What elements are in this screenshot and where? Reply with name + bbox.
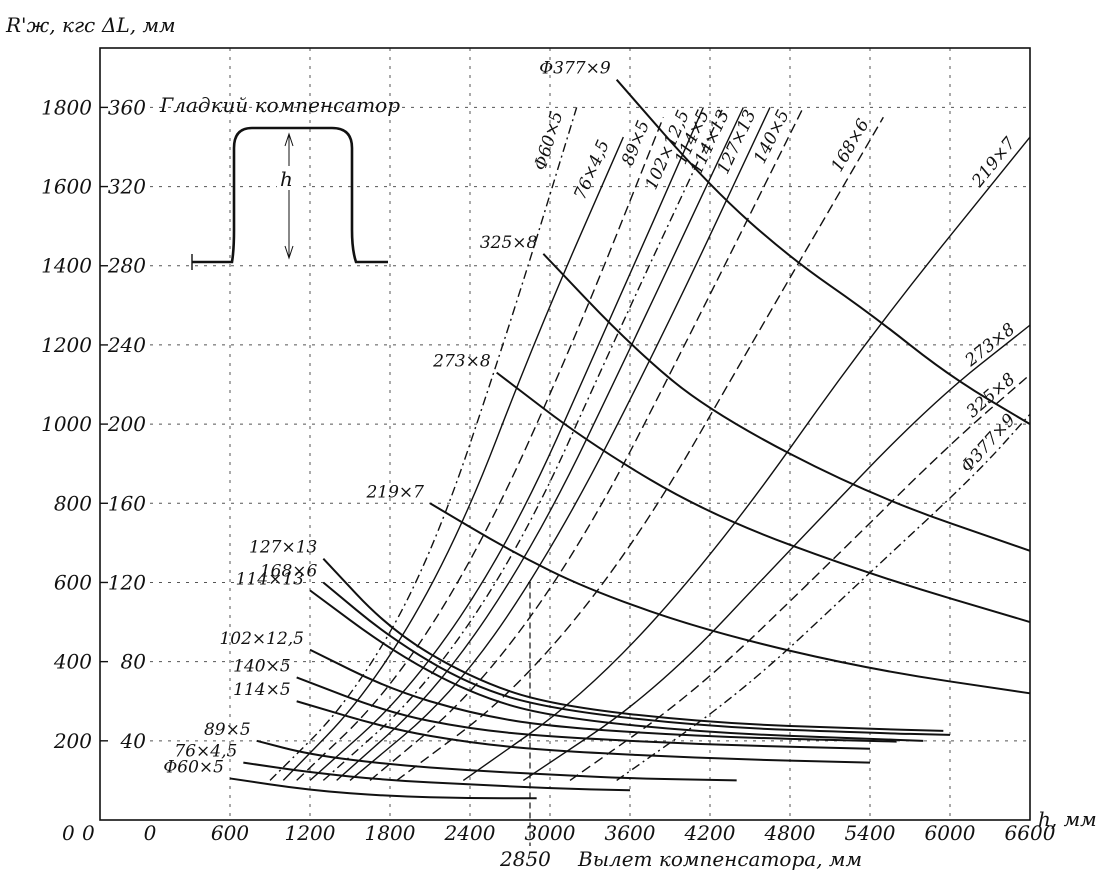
force-label-114-13: 114×13: [236, 569, 304, 589]
y-outer-tick-label: 1200: [41, 333, 92, 357]
y-axis-inner-title: ΔL, мм: [101, 13, 176, 37]
deltaL-curve-127-13: [349, 107, 771, 781]
force-curve-127-13: [322, 558, 944, 732]
x-axis-title: h, мм: [1038, 807, 1097, 831]
deltaL-curve-273-8: [522, 324, 1031, 781]
y-inner-zero: 0: [82, 821, 95, 845]
deltaL-curve-377-9: [616, 413, 1031, 781]
force-label-114-5: 114×5: [233, 680, 291, 700]
x-tick-label: 6000: [925, 821, 976, 845]
deltaL-label-325-8: 325×8: [963, 369, 1020, 422]
force-label-273-8: 273×8: [432, 352, 491, 372]
y-outer-tick-label: 1400: [41, 254, 92, 278]
force-curve-140-5: [296, 676, 871, 750]
y-outer-tick-label: 1800: [41, 95, 92, 119]
force-curve-114-13: [309, 589, 924, 742]
y-outer-tick-label: 600: [54, 570, 92, 594]
deltaL-label-89-5: 89×5: [618, 118, 654, 169]
plot-frame: [99, 47, 1031, 821]
force-label-168-6: 168×6: [260, 561, 318, 581]
inset-h-label: h: [280, 167, 293, 191]
force-curve-273-8: [496, 371, 1031, 624]
force-label-102-12-5: 102×12,5: [219, 629, 304, 649]
x-tick-label: 3600: [605, 821, 656, 845]
force-curve-89-5: [256, 739, 737, 782]
force-curve-325-8: [542, 253, 1031, 552]
x-tick-label: 5400: [845, 821, 896, 845]
y-inner-tick-label: 80: [121, 650, 147, 674]
y-inner-tick-label: 40: [120, 729, 147, 753]
x-marker-value: 2850: [499, 847, 551, 871]
deltaL-curve-140-5: [369, 107, 804, 781]
y-inner-tick-label: 120: [108, 570, 146, 594]
force-label-219-7: 219×7: [365, 482, 424, 502]
force-label-60-5: Φ60×5: [163, 757, 224, 777]
y-outer-zero: 0: [62, 821, 75, 845]
deltaL-curve-168-6: [396, 116, 884, 781]
chart-title: Гладкий компенсатор: [159, 93, 400, 117]
force-curve-168-6: [322, 581, 951, 736]
y-outer-tick-label: 400: [53, 650, 92, 674]
force-curve-102-12-5: [309, 648, 897, 743]
x-tick-label: 2400: [444, 821, 496, 845]
force-label-140-5: 140×5: [233, 656, 291, 676]
deltaL-label-76-4-5: 76×4,5: [570, 137, 614, 203]
x-tick-label: 0: [144, 821, 157, 845]
y-inner-tick-label: 240: [107, 333, 146, 357]
y-outer-tick-label: 1600: [41, 175, 92, 199]
y-outer-tick-label: 1000: [41, 412, 92, 436]
deltaL-curve-114-5: [322, 107, 724, 781]
x-axis-caption: Вылет компенсатора, мм: [577, 847, 862, 871]
y-inner-tick-label: 280: [107, 254, 146, 278]
force-curve-377-9: [615, 79, 1031, 425]
deltaL-curve-219-7: [462, 136, 1031, 781]
deltaL-label-377-9: Φ377×9: [957, 410, 1020, 477]
deltaL-label-219-7: 219×7: [968, 134, 1020, 192]
deltaL-curve-60-5: [269, 107, 578, 781]
force-curve-60-5: [229, 777, 537, 800]
y-inner-tick-label: 320: [108, 175, 146, 199]
deltaL-curve-102-12-5: [309, 107, 704, 781]
force-curve-219-7: [429, 502, 1031, 695]
inset-diagram: h: [191, 126, 388, 270]
x-tick-label: 1200: [285, 821, 336, 845]
force-label-89-5: 89×5: [204, 720, 251, 740]
x-tick-label: 1800: [365, 821, 416, 845]
force-label-127-13: 127×13: [249, 538, 317, 558]
y-inner-tick-label: 360: [108, 95, 146, 119]
x-tick-label: 3000: [525, 821, 576, 845]
y-inner-tick-label: 160: [108, 491, 146, 515]
force-curve-114-5: [296, 700, 871, 764]
force-label-76-4-5: 76×4,5: [174, 742, 237, 762]
y-axis-outer-title: R'ж, кгс: [5, 13, 95, 37]
deltaL-curve-76-4-5: [282, 136, 624, 781]
x-tick-label: 4200: [684, 821, 736, 845]
force-curve-76-4-5: [243, 761, 631, 792]
deltaL-curve-89-5: [296, 117, 664, 781]
force-label-325-8: 325×8: [480, 233, 538, 253]
x-tick-label: 600: [211, 821, 249, 845]
x-tick-label: 4800: [764, 821, 816, 845]
deltaL-curve-114-13: [336, 107, 744, 781]
y-inner-tick-label: 200: [107, 412, 146, 436]
y-outer-tick-label: 800: [54, 491, 92, 515]
force-label-377-9: Φ377×9: [539, 59, 611, 79]
deltaL-label-60-5: Φ60×5: [531, 109, 568, 173]
x-tick-label: 6600: [1005, 821, 1056, 845]
deltaL-curve-325-8: [569, 374, 1031, 781]
y-outer-tick-label: 200: [53, 729, 92, 753]
